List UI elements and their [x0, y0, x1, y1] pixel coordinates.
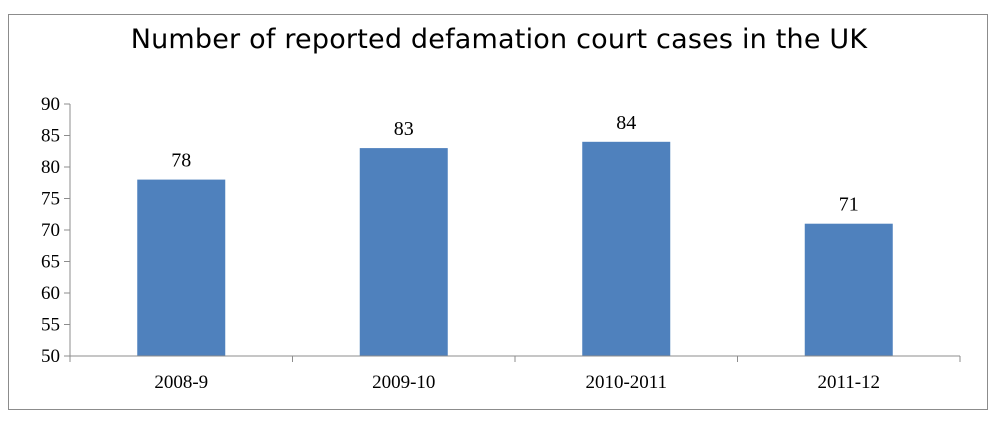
data-label: 78	[171, 150, 191, 172]
x-tick-label: 2009-10	[372, 372, 435, 393]
y-tick-label: 80	[41, 157, 60, 178]
x-tick-label: 2008-9	[154, 372, 208, 393]
bar-2008-9	[137, 179, 226, 356]
data-labels: 78 83 84 71	[171, 112, 859, 216]
y-tick-label: 90	[41, 94, 60, 115]
bars	[137, 141, 893, 356]
x-tick-label: 2011-12	[817, 372, 880, 393]
x-tick-label: 2010-2011	[585, 372, 667, 393]
y-tick-label: 55	[41, 315, 60, 336]
y-tick-label: 65	[41, 252, 60, 273]
data-label: 83	[394, 118, 414, 140]
y-tick-label: 70	[41, 220, 60, 241]
y-tick-label: 85	[41, 126, 60, 147]
y-tick-label: 75	[41, 189, 60, 210]
y-tick-label: 50	[41, 346, 60, 367]
y-axis-ticks: 50 55 60 65 70 75 80 85 90	[41, 94, 70, 367]
data-label: 84	[616, 112, 636, 134]
data-label: 71	[839, 194, 859, 216]
x-axis-ticks: 2008-9 2009-10 2010-2011 2011-12	[69, 356, 961, 393]
bar-2011-12	[804, 223, 893, 356]
bar-2010-2011	[582, 141, 671, 356]
chart-title: Number of reported defamation court case…	[130, 24, 868, 55]
y-tick-label: 60	[41, 283, 60, 304]
bar-2009-10	[359, 148, 448, 356]
